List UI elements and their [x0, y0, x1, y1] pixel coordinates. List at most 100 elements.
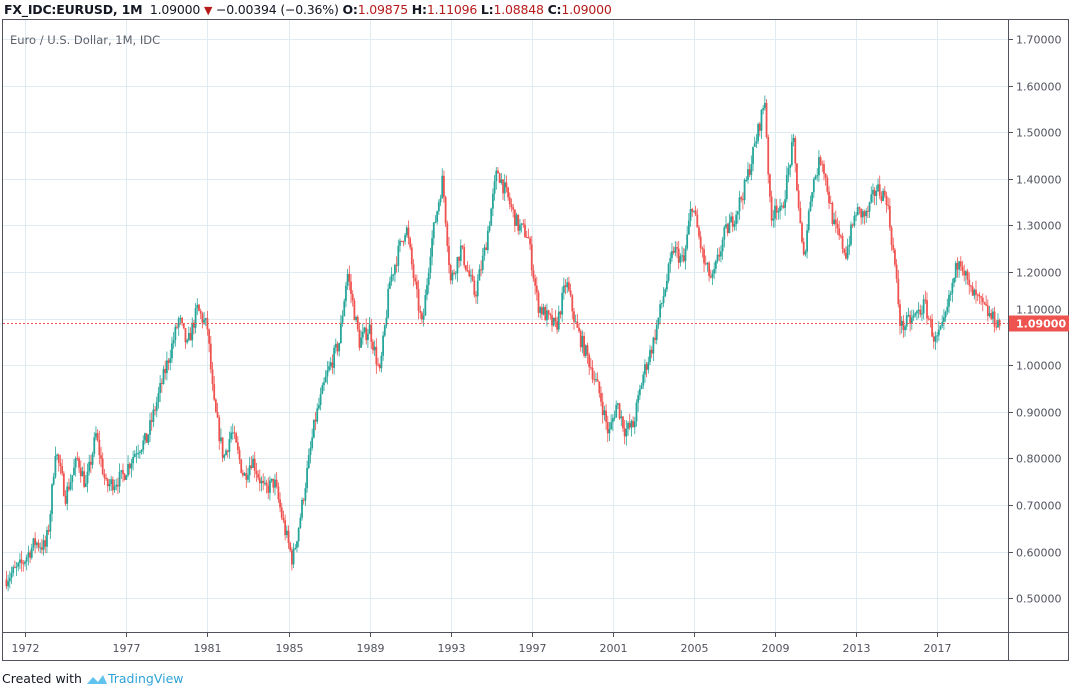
candle	[723, 227, 726, 240]
candle	[892, 244, 895, 250]
candle	[478, 269, 481, 281]
candle	[203, 319, 205, 323]
candle	[880, 195, 883, 201]
candle	[81, 471, 84, 477]
candle	[257, 474, 260, 478]
candle	[991, 311, 994, 319]
candle	[454, 273, 457, 275]
candle	[667, 264, 670, 281]
candle	[284, 520, 287, 536]
candle	[191, 322, 194, 341]
candle	[290, 550, 293, 565]
candle	[497, 170, 499, 174]
candle	[720, 251, 722, 257]
candle	[682, 255, 685, 262]
candle	[483, 247, 486, 256]
candle	[363, 327, 366, 332]
candle	[100, 455, 102, 459]
candle	[201, 313, 204, 323]
candle	[537, 292, 540, 313]
candle	[132, 456, 135, 464]
price-tick-label: 0.90000	[1016, 407, 1062, 420]
candle	[549, 313, 552, 316]
candle	[498, 173, 501, 183]
candle	[660, 303, 663, 305]
candle	[385, 317, 388, 326]
candle	[703, 249, 705, 264]
candle	[806, 230, 808, 252]
candle	[986, 305, 989, 317]
candle	[475, 294, 477, 297]
candle	[458, 257, 461, 261]
footer: Created with TradingView	[2, 671, 183, 686]
candle	[821, 164, 824, 166]
candle	[451, 272, 454, 281]
time-tick-label: 1993	[438, 642, 466, 655]
candle	[346, 273, 349, 286]
price-tick-label: 1.40000	[1016, 174, 1062, 187]
candle	[196, 304, 199, 309]
candle	[583, 335, 586, 356]
candle	[644, 364, 646, 375]
candle	[767, 137, 770, 175]
time-tick-label: 2009	[762, 642, 790, 655]
candle	[137, 453, 140, 455]
candle	[589, 367, 592, 369]
time-tick-label: 1981	[194, 642, 222, 655]
candle	[373, 346, 376, 351]
candle	[900, 320, 903, 326]
candle	[853, 215, 856, 226]
last-price: 1.09000	[149, 2, 201, 17]
candle	[409, 238, 412, 248]
candle	[262, 480, 265, 484]
candle	[223, 455, 226, 458]
candle	[912, 315, 915, 318]
candle	[659, 304, 662, 318]
candle	[860, 208, 863, 218]
candle	[145, 433, 148, 443]
candle	[171, 343, 173, 359]
tradingview-link[interactable]: TradingView	[107, 671, 184, 686]
candle	[910, 317, 913, 324]
candle	[356, 316, 359, 330]
candle	[878, 184, 881, 196]
candle	[615, 404, 618, 418]
candle	[988, 312, 991, 317]
candle	[51, 484, 53, 514]
candle	[579, 331, 582, 348]
candle	[973, 289, 976, 296]
candle	[747, 169, 749, 180]
candle	[741, 199, 744, 201]
candle	[443, 175, 445, 197]
candle	[69, 482, 72, 490]
candle	[270, 478, 273, 481]
candle	[807, 210, 810, 231]
candle	[638, 388, 641, 396]
candle	[466, 270, 469, 272]
candle	[233, 432, 236, 434]
candle	[122, 470, 124, 475]
candle	[74, 458, 77, 468]
candle	[819, 157, 822, 165]
candle	[937, 329, 940, 336]
candle	[491, 193, 494, 209]
candle	[419, 310, 422, 313]
candle	[157, 392, 160, 402]
chart-frame[interactable]	[2, 19, 1069, 661]
candle	[883, 190, 886, 196]
candle	[787, 168, 790, 175]
candle	[547, 310, 550, 314]
candle	[640, 385, 643, 389]
candle	[106, 479, 109, 487]
candle	[248, 465, 251, 476]
candle	[552, 317, 555, 326]
candle	[954, 262, 957, 278]
candle	[782, 205, 785, 208]
candle	[73, 467, 75, 476]
candle	[456, 257, 459, 274]
candle	[184, 328, 187, 343]
candle	[473, 280, 476, 295]
candle	[610, 422, 613, 430]
candle	[561, 292, 564, 315]
